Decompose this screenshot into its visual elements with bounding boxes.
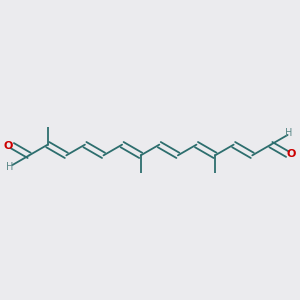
- Text: O: O: [4, 141, 13, 151]
- Text: O: O: [287, 149, 296, 159]
- Text: H: H: [6, 162, 14, 172]
- Text: H: H: [285, 128, 292, 138]
